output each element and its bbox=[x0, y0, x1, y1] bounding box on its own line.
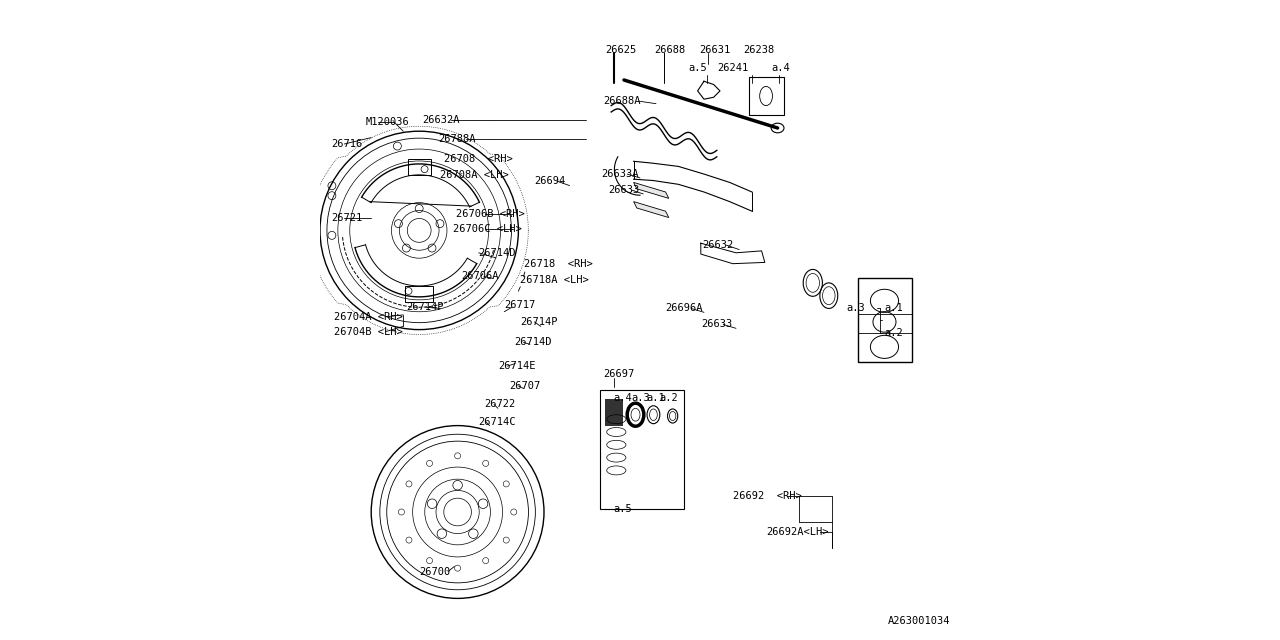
Text: 26721: 26721 bbox=[332, 212, 362, 223]
Polygon shape bbox=[634, 182, 668, 198]
Text: a.4: a.4 bbox=[613, 393, 632, 403]
Text: 26714D: 26714D bbox=[479, 248, 516, 258]
Text: 26625: 26625 bbox=[604, 45, 636, 55]
Text: 26692  <RH>: 26692 <RH> bbox=[732, 491, 801, 501]
Text: 26714E: 26714E bbox=[498, 361, 535, 371]
Bar bbox=[749, 77, 783, 115]
Text: a.2: a.2 bbox=[884, 328, 904, 338]
Text: 26632A: 26632A bbox=[422, 115, 460, 125]
Text: a.5: a.5 bbox=[613, 504, 632, 514]
Text: 26714C: 26714C bbox=[479, 417, 516, 428]
Bar bbox=[404, 286, 433, 301]
Text: 26688: 26688 bbox=[654, 45, 685, 55]
Text: 26633A: 26633A bbox=[602, 169, 639, 179]
Text: 26633: 26633 bbox=[701, 319, 732, 330]
Text: 26697: 26697 bbox=[604, 369, 635, 380]
Text: 26718  <RH>: 26718 <RH> bbox=[524, 259, 593, 269]
Text: 26716: 26716 bbox=[332, 139, 362, 149]
Text: a.1: a.1 bbox=[646, 393, 666, 403]
Text: 26632: 26632 bbox=[703, 240, 733, 250]
Text: 26238: 26238 bbox=[744, 45, 774, 55]
Text: 26241: 26241 bbox=[718, 63, 749, 74]
Text: 26707: 26707 bbox=[508, 381, 540, 391]
Text: 26696A: 26696A bbox=[666, 303, 703, 314]
Text: 26706A: 26706A bbox=[461, 271, 498, 282]
Bar bbox=[600, 390, 684, 509]
Text: a.1: a.1 bbox=[884, 303, 904, 314]
Text: 26706C <LH>: 26706C <LH> bbox=[453, 224, 522, 234]
Text: A263001034: A263001034 bbox=[888, 616, 950, 626]
Text: 26714D: 26714D bbox=[513, 337, 552, 348]
Text: 26704A <RH>: 26704A <RH> bbox=[334, 312, 403, 322]
Text: 26708A <LH>: 26708A <LH> bbox=[440, 170, 509, 180]
Text: 26706B <RH>: 26706B <RH> bbox=[457, 209, 525, 220]
Text: 26694: 26694 bbox=[534, 176, 564, 186]
Bar bbox=[407, 159, 430, 175]
Text: 26692A<LH>: 26692A<LH> bbox=[767, 527, 829, 538]
Text: 26704B <LH>: 26704B <LH> bbox=[334, 326, 403, 337]
Text: 26708  <RH>: 26708 <RH> bbox=[444, 154, 512, 164]
Text: 26688A: 26688A bbox=[604, 96, 641, 106]
Text: a.3: a.3 bbox=[846, 303, 865, 314]
Text: 26722: 26722 bbox=[485, 399, 516, 410]
Text: a.5: a.5 bbox=[689, 63, 708, 74]
Text: 26718A <LH>: 26718A <LH> bbox=[520, 275, 589, 285]
Text: a.4: a.4 bbox=[772, 63, 791, 74]
Text: a.2: a.2 bbox=[659, 393, 678, 403]
Text: 26717: 26717 bbox=[504, 300, 535, 310]
Polygon shape bbox=[634, 202, 668, 218]
Text: a.3: a.3 bbox=[632, 393, 650, 403]
Text: 26633: 26633 bbox=[608, 185, 639, 195]
Text: 26714P: 26714P bbox=[407, 302, 444, 312]
Text: M120036: M120036 bbox=[366, 116, 410, 127]
Text: 26788A: 26788A bbox=[438, 134, 476, 144]
Text: 26700: 26700 bbox=[420, 566, 451, 577]
Text: 26714P: 26714P bbox=[520, 317, 558, 327]
Text: 26631: 26631 bbox=[699, 45, 731, 55]
Bar bbox=[605, 399, 623, 426]
Bar bbox=[858, 278, 911, 362]
